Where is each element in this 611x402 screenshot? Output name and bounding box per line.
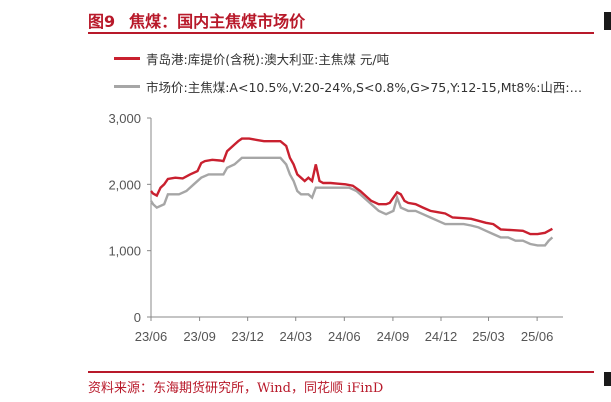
x-tick-label: 24/03	[279, 329, 312, 344]
chart-legend: 青岛港:库提价(含税):澳大利亚:主焦煤 元/吨 市场价:主焦煤:A<10.5%…	[114, 44, 594, 100]
legend-item-qingdao: 青岛港:库提价(含税):澳大利亚:主焦煤 元/吨	[114, 44, 594, 72]
figure-title: 图9 焦煤：国内主焦煤市场价	[88, 8, 305, 32]
x-tick-label: 24/06	[328, 329, 361, 344]
source-note: 资料来源：东海期货研究所，Wind，同花顺 iFinD	[88, 381, 384, 396]
y-tick-label: 1,000	[108, 244, 141, 259]
legend-item-shanxi: 市场价:主焦煤:A<10.5%,V:20-24%,S<0.8%,G>75,Y:1…	[114, 72, 594, 100]
figure-title-text: 焦煤：国内主焦煤市场价	[129, 12, 306, 31]
x-tick-label: 25/06	[521, 329, 554, 344]
figure-title-bar: 图9 焦煤：国内主焦煤市场价	[88, 6, 594, 34]
source-bar: 资料来源：东海期货研究所，Wind，同花顺 iFinD	[88, 371, 594, 397]
y-tick-label: 0	[134, 310, 141, 325]
legend-swatch-gray	[114, 84, 140, 88]
legend-swatch-red	[114, 56, 140, 60]
y-tick-label: 2,000	[108, 177, 141, 192]
x-tick-label: 24/12	[425, 329, 458, 344]
x-tick-label: 23/09	[183, 329, 216, 344]
y-tick-label: 3,000	[108, 111, 141, 126]
adjacent-page-edge	[604, 12, 611, 30]
figure-number: 图9	[88, 12, 116, 31]
x-tick-label: 25/03	[472, 329, 505, 344]
series-line-qingdao	[150, 137, 553, 236]
x-tick-label: 23/12	[231, 329, 264, 344]
x-tick-label: 24/09	[377, 329, 410, 344]
adjacent-page-edge-bottom	[604, 372, 611, 386]
x-tick-label: 23/06	[135, 329, 168, 344]
series-line-shanxi	[149, 156, 554, 247]
